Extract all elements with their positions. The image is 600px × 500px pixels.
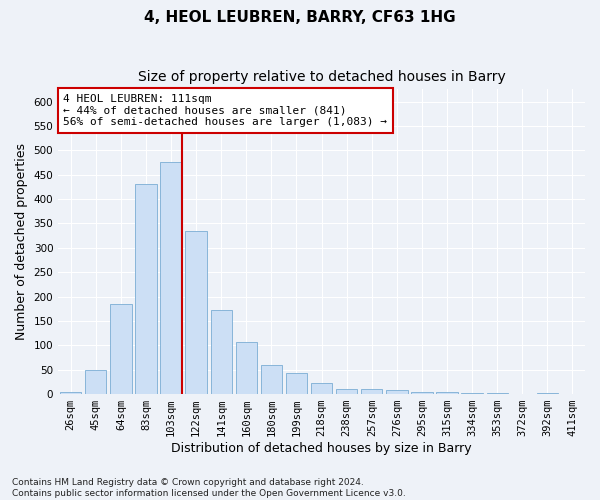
Text: 4, HEOL LEUBREN, BARRY, CF63 1HG: 4, HEOL LEUBREN, BARRY, CF63 1HG	[144, 10, 456, 25]
Bar	[261, 365, 282, 394]
Bar	[311, 384, 332, 394]
Bar	[411, 392, 433, 394]
Text: Contains HM Land Registry data © Crown copyright and database right 2024.
Contai: Contains HM Land Registry data © Crown c…	[12, 478, 406, 498]
Bar	[185, 230, 207, 394]
Bar	[461, 393, 483, 394]
Bar	[136, 184, 157, 394]
Bar	[286, 373, 307, 394]
Y-axis label: Number of detached properties: Number of detached properties	[15, 143, 28, 340]
Bar	[361, 389, 382, 394]
Bar	[487, 393, 508, 394]
Bar	[85, 370, 106, 394]
Bar	[537, 392, 558, 394]
Bar	[386, 390, 407, 394]
Bar	[160, 162, 182, 394]
Bar	[60, 392, 82, 394]
Bar	[236, 342, 257, 394]
X-axis label: Distribution of detached houses by size in Barry: Distribution of detached houses by size …	[171, 442, 472, 455]
Title: Size of property relative to detached houses in Barry: Size of property relative to detached ho…	[138, 70, 505, 84]
Bar	[436, 392, 458, 394]
Bar	[336, 389, 358, 394]
Bar	[211, 310, 232, 394]
Bar	[110, 304, 131, 394]
Text: 4 HEOL LEUBREN: 111sqm
← 44% of detached houses are smaller (841)
56% of semi-de: 4 HEOL LEUBREN: 111sqm ← 44% of detached…	[64, 94, 388, 127]
